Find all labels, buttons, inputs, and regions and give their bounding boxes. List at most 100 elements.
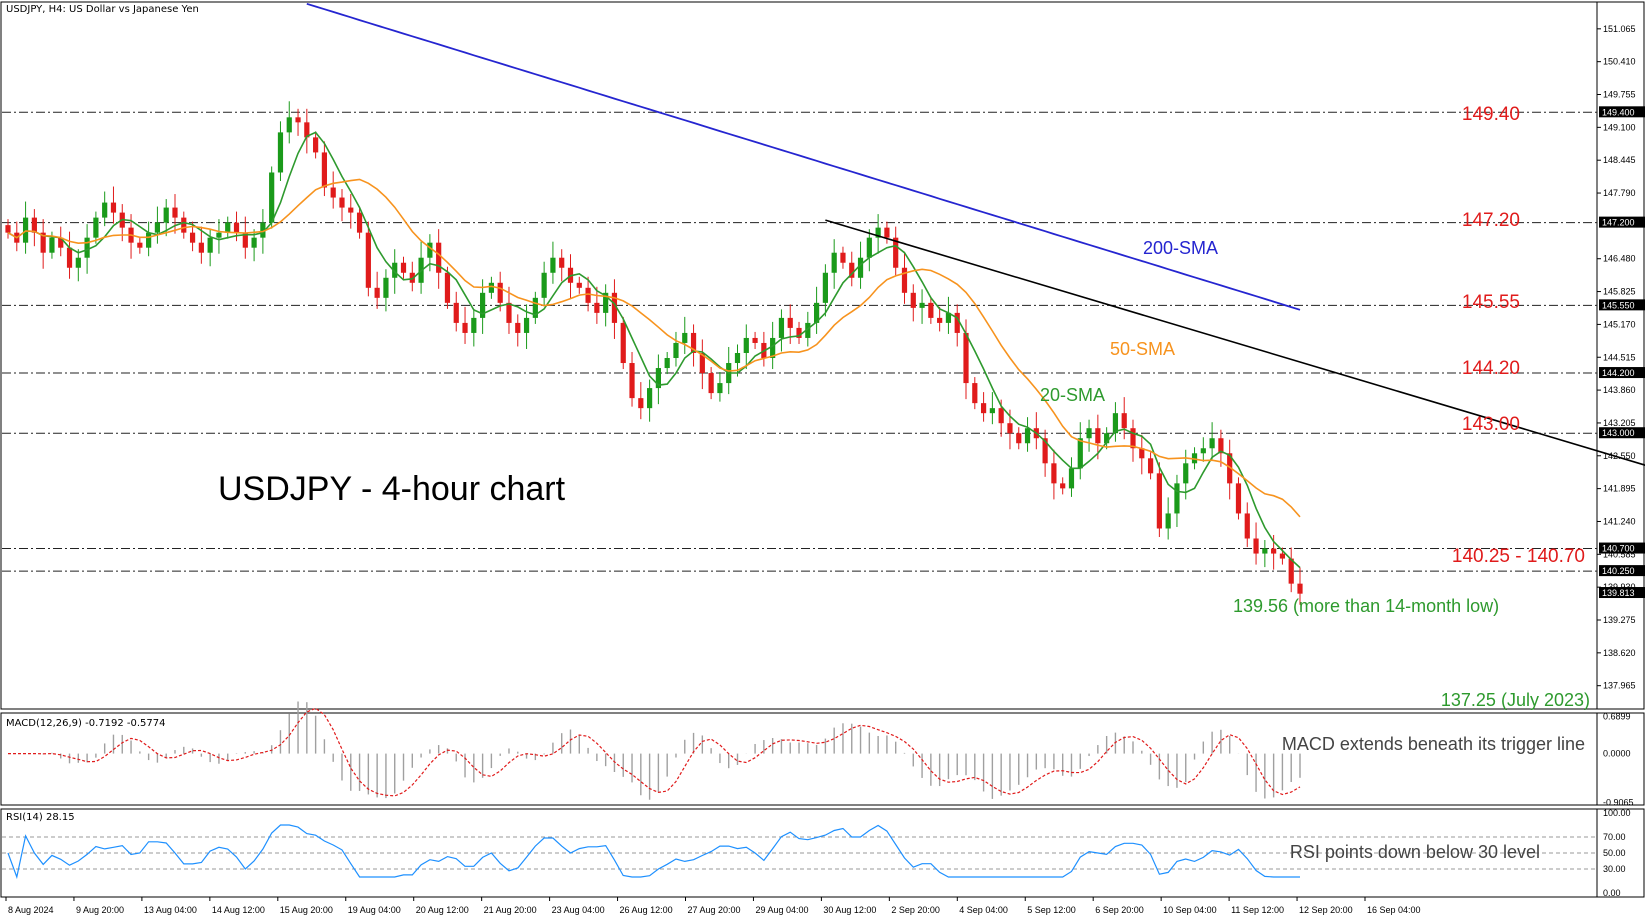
price-tick-label: 149.100 bbox=[1603, 122, 1636, 132]
rsi-tick-label: 0.00 bbox=[1603, 888, 1621, 898]
price-tick-label: 150.410 bbox=[1603, 57, 1636, 67]
candle-body bbox=[699, 352, 705, 374]
candle-body bbox=[717, 383, 723, 394]
price-level-badge-label: 140.250 bbox=[1602, 566, 1635, 576]
candle-body bbox=[251, 237, 257, 248]
candle-body bbox=[374, 287, 380, 298]
candle-body bbox=[110, 202, 117, 213]
candle-body bbox=[910, 292, 916, 308]
time-tick-label: 27 Aug 20:00 bbox=[688, 905, 741, 915]
trendline bbox=[825, 219, 1645, 466]
candle-body bbox=[1016, 433, 1022, 444]
time-tick-label: 16 Sep 04:00 bbox=[1367, 905, 1421, 915]
time-tick-label: 8 Aug 2024 bbox=[8, 905, 54, 915]
candle-body bbox=[137, 242, 143, 248]
candle-body bbox=[102, 202, 108, 218]
macd-annotation: MACD extends beneath its trigger line bbox=[1282, 734, 1585, 754]
candle-body bbox=[321, 152, 328, 188]
rsi-header: RSI(14) 28.15 bbox=[6, 812, 75, 823]
price-level-badge-label: 144.200 bbox=[1602, 368, 1635, 378]
rsi-tick-label: 30.00 bbox=[1603, 864, 1626, 874]
downtrend-line bbox=[825, 219, 1645, 466]
candle-body bbox=[471, 317, 477, 333]
candle-body bbox=[655, 368, 661, 389]
candle-body bbox=[5, 225, 11, 233]
candle-body bbox=[1235, 483, 1242, 514]
candle-body bbox=[937, 317, 943, 323]
time-tick-label: 20 Aug 12:00 bbox=[416, 905, 469, 915]
candle-body bbox=[1244, 513, 1250, 539]
candle-body bbox=[603, 292, 609, 313]
candle-body bbox=[1068, 468, 1075, 489]
candle-body bbox=[383, 277, 389, 298]
price-tick-label: 143.205 bbox=[1603, 418, 1636, 428]
candle-body bbox=[1139, 448, 1145, 459]
candle-body bbox=[629, 363, 635, 399]
candle-body bbox=[1060, 483, 1066, 489]
zone-label: 140.25 - 140.70 bbox=[1452, 546, 1585, 567]
candle-body bbox=[857, 257, 864, 278]
candle-body bbox=[796, 327, 802, 338]
candle-body bbox=[269, 172, 275, 223]
candle-body bbox=[444, 272, 451, 303]
candle-body bbox=[682, 332, 688, 343]
macd-tick-label: -0.9065 bbox=[1603, 798, 1634, 808]
candle-body bbox=[181, 217, 187, 233]
price-tick-label: 141.240 bbox=[1603, 516, 1636, 526]
price-tick-label: 139.275 bbox=[1603, 615, 1636, 625]
candle-body bbox=[58, 237, 64, 248]
candle-body bbox=[356, 212, 363, 233]
price-tick-label: 137.965 bbox=[1603, 681, 1636, 691]
candle-body bbox=[901, 267, 908, 293]
rsi-tick-label: 70.00 bbox=[1603, 832, 1626, 842]
price-level-badge-label: 149.400 bbox=[1602, 107, 1635, 117]
candle-body bbox=[189, 232, 196, 243]
price-level-badge-label: 143.000 bbox=[1602, 428, 1635, 438]
price-tick-label: 145.170 bbox=[1603, 319, 1636, 329]
price-tick-label: 140.585 bbox=[1603, 549, 1636, 559]
rsi-panel: 100.00 70.00 50.00 30.00 0.00 bbox=[2, 808, 1631, 898]
price-tick-label: 145.825 bbox=[1603, 287, 1636, 297]
candle-body bbox=[225, 222, 231, 233]
candle-body bbox=[541, 272, 547, 298]
macd-header: MACD(12,26,9) -0.7192 -0.5774 bbox=[6, 718, 166, 729]
candle-body bbox=[286, 117, 292, 133]
candle-body bbox=[304, 122, 310, 138]
sma20-label: 20-SMA bbox=[1040, 385, 1105, 405]
candle-body bbox=[462, 322, 468, 333]
candle-body bbox=[154, 222, 161, 233]
candle-body bbox=[49, 237, 55, 253]
candle-body bbox=[673, 342, 679, 359]
candle-body bbox=[594, 302, 600, 313]
price-tick-label: 144.515 bbox=[1603, 352, 1636, 362]
candle-body bbox=[1121, 413, 1127, 429]
candle-body bbox=[163, 207, 169, 223]
price-level-badge bbox=[1599, 216, 1645, 228]
price-level-badge-label: 140.700 bbox=[1602, 544, 1635, 554]
candle-body bbox=[523, 317, 530, 333]
candle-body bbox=[1288, 558, 1294, 584]
candle-body bbox=[93, 217, 99, 238]
candle-body bbox=[998, 408, 1004, 424]
candle-body bbox=[1191, 453, 1198, 464]
time-tick-label: 2 Sep 20:00 bbox=[891, 905, 940, 915]
target-label: 137.25 (July 2023) bbox=[1441, 690, 1590, 710]
candle-body bbox=[1183, 463, 1189, 484]
price-tick-label: 142.550 bbox=[1603, 451, 1636, 461]
candle-body bbox=[532, 297, 538, 318]
candle-body bbox=[1297, 583, 1303, 594]
price-level-badge bbox=[1599, 299, 1645, 311]
candle-body bbox=[1007, 423, 1013, 434]
candle-body bbox=[550, 257, 556, 273]
chart-title: USDJPY - 4-hour chart bbox=[218, 470, 566, 508]
price-level-badge-label: 145.550 bbox=[1602, 300, 1635, 310]
price-tick-label: 138.620 bbox=[1603, 648, 1636, 658]
candle-body bbox=[1095, 428, 1101, 444]
candle-body bbox=[1279, 553, 1286, 559]
candle-body bbox=[233, 222, 240, 233]
rsi-tick-label: 100.00 bbox=[1603, 808, 1631, 818]
time-tick-label: 19 Aug 04:00 bbox=[348, 905, 401, 915]
candle-body bbox=[840, 252, 846, 263]
candle-body bbox=[945, 312, 952, 323]
candle-body bbox=[31, 217, 37, 233]
